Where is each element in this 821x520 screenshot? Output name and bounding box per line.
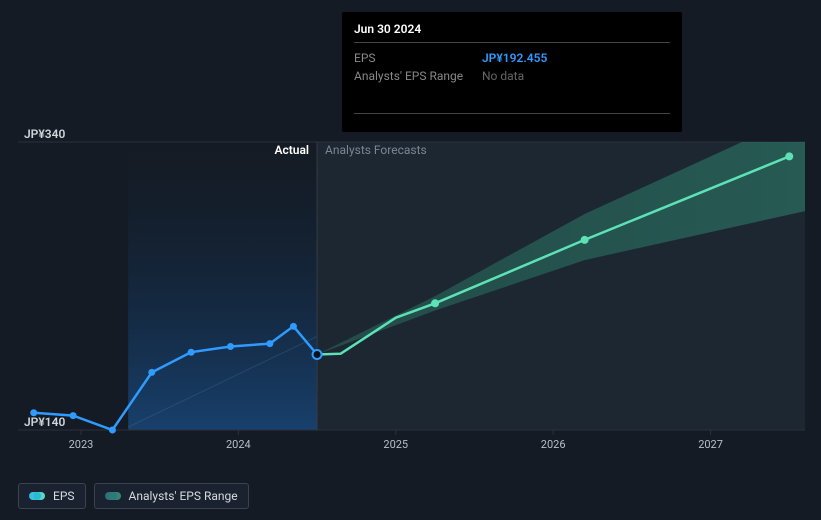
tooltip-key: Analysts' EPS Range <box>354 67 464 85</box>
legend: EPS Analysts' EPS Range <box>18 483 249 509</box>
actual-marker <box>266 340 273 347</box>
tooltip-row: Analysts' EPS Range No data <box>354 67 670 85</box>
actual-marker <box>109 427 116 434</box>
actual-highlight <box>128 142 317 430</box>
actual-marker <box>290 323 297 330</box>
tooltip-date: Jun 30 2024 <box>354 22 670 36</box>
tooltip-value: No data <box>482 67 524 85</box>
y-axis-label: JP¥140 <box>24 415 66 429</box>
actual-marker <box>148 369 155 376</box>
tooltip-divider-bottom <box>354 113 670 114</box>
x-axis-label: 2027 <box>698 438 723 451</box>
forecast-marker <box>785 152 793 160</box>
legend-label: Analysts' EPS Range <box>129 489 238 503</box>
x-axis-label: 2026 <box>541 438 566 451</box>
tooltip-value: JP¥192.455 <box>482 49 547 67</box>
legend-label: EPS <box>53 489 75 503</box>
x-axis-label: 2024 <box>226 438 251 451</box>
legend-item-analysts-range[interactable]: Analysts' EPS Range <box>94 483 249 509</box>
section-label-actual: Actual <box>274 143 309 157</box>
legend-item-eps[interactable]: EPS <box>18 483 86 509</box>
x-axis-label: 2023 <box>69 438 94 451</box>
eps-forecast-chart: JP¥340 JP¥1402023 2024 2025 2026 2027 Actual An… <box>0 0 821 520</box>
y-axis-label: JP¥340 <box>24 127 66 141</box>
legend-swatch-icon <box>105 492 121 500</box>
forecast-marker <box>431 299 439 307</box>
hover-marker <box>313 350 322 359</box>
tooltip-key: EPS <box>354 49 464 67</box>
actual-marker <box>227 343 234 350</box>
tooltip-divider <box>354 42 670 43</box>
x-axis-label: 2025 <box>383 438 408 451</box>
actual-marker <box>30 409 37 416</box>
legend-swatch-icon <box>29 492 45 500</box>
section-label-forecast: Analysts Forecasts <box>325 143 427 157</box>
forecast-marker <box>581 236 589 244</box>
actual-marker <box>188 349 195 356</box>
actual-marker <box>70 412 77 419</box>
tooltip-row: EPS JP¥192.455 <box>354 49 670 67</box>
chart-tooltip: Jun 30 2024 EPSJP¥192.455Analysts' EPS R… <box>342 12 682 132</box>
